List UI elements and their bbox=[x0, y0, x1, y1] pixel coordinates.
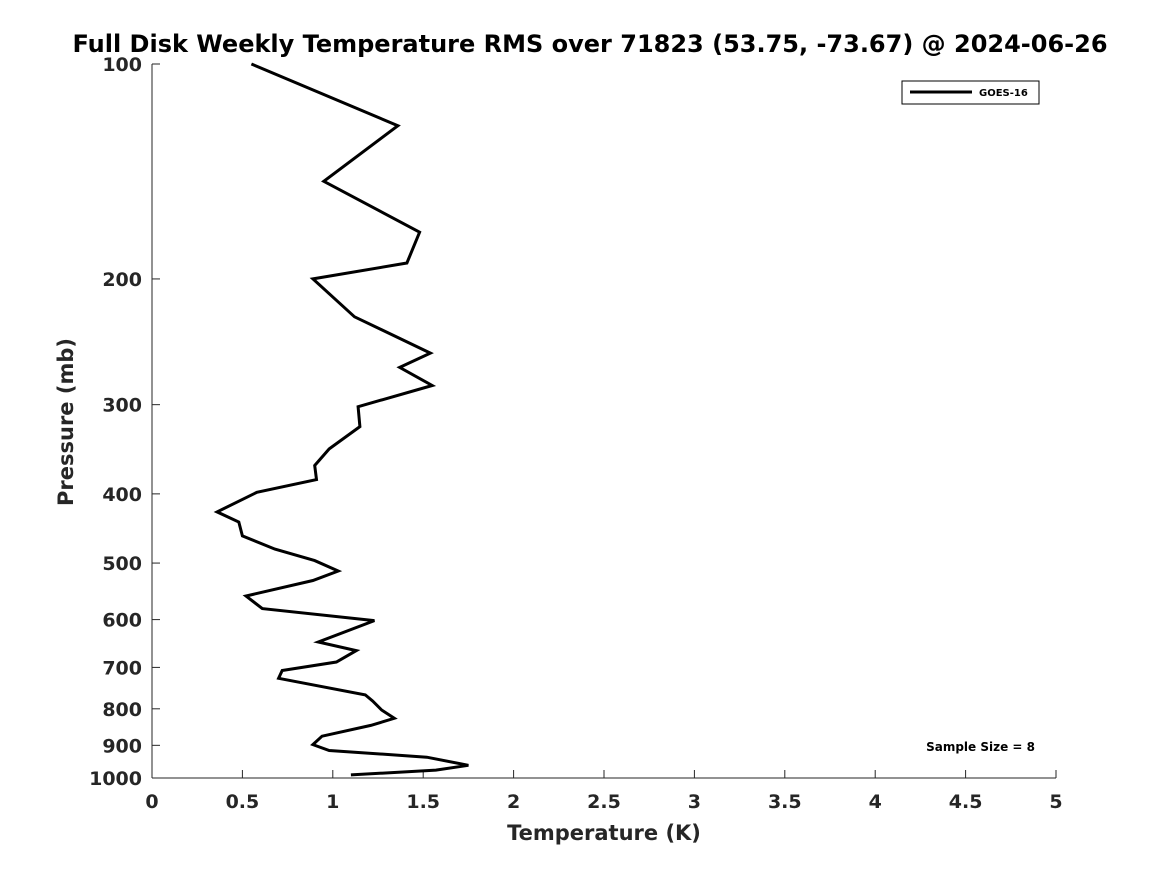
sample-size-annotation: Sample Size = 8 bbox=[926, 740, 1035, 754]
x-tick-label: 3 bbox=[688, 791, 701, 813]
y-tick-label: 900 bbox=[102, 735, 142, 757]
y-tick-label: 1000 bbox=[89, 768, 142, 790]
chart-title: Full Disk Weekly Temperature RMS over 71… bbox=[72, 30, 1107, 58]
series-line-goes-16 bbox=[213, 62, 469, 777]
series-layer bbox=[213, 62, 469, 777]
x-tick-label: 1 bbox=[326, 791, 339, 813]
x-tick-label: 4.5 bbox=[949, 791, 983, 813]
y-tick-label: 500 bbox=[102, 553, 142, 575]
y-tick-label: 200 bbox=[102, 269, 142, 291]
x-tick-label: 0.5 bbox=[226, 791, 260, 813]
x-tick-label: 0 bbox=[145, 791, 158, 813]
x-axis-label: Temperature (K) bbox=[507, 821, 701, 845]
y-axis-label: Pressure (mb) bbox=[54, 338, 78, 506]
x-ticks: 0 0.5 1 1.5 2 2.5 3 3.5 4 4.5 5 bbox=[145, 770, 1063, 813]
legend-label-goes-16: GOES-16 bbox=[979, 88, 1028, 99]
x-tick-label: 4 bbox=[869, 791, 882, 813]
y-tick-label: 700 bbox=[102, 657, 142, 679]
x-tick-label: 5 bbox=[1049, 791, 1062, 813]
y-tick-label: 300 bbox=[102, 395, 142, 417]
x-tick-label: 1.5 bbox=[406, 791, 440, 813]
x-tick-label: 2.5 bbox=[587, 791, 621, 813]
y-tick-label: 800 bbox=[102, 699, 142, 721]
legend: GOES-16 bbox=[901, 80, 1040, 105]
y-ticks: 100 200 300 400 500 600 700 800 900 1000 bbox=[89, 54, 160, 790]
y-tick-label: 600 bbox=[102, 610, 142, 632]
y-tick-label: 400 bbox=[102, 484, 142, 506]
x-tick-label: 2 bbox=[507, 791, 520, 813]
x-tick-label: 3.5 bbox=[768, 791, 802, 813]
y-tick-label: 100 bbox=[102, 54, 142, 76]
